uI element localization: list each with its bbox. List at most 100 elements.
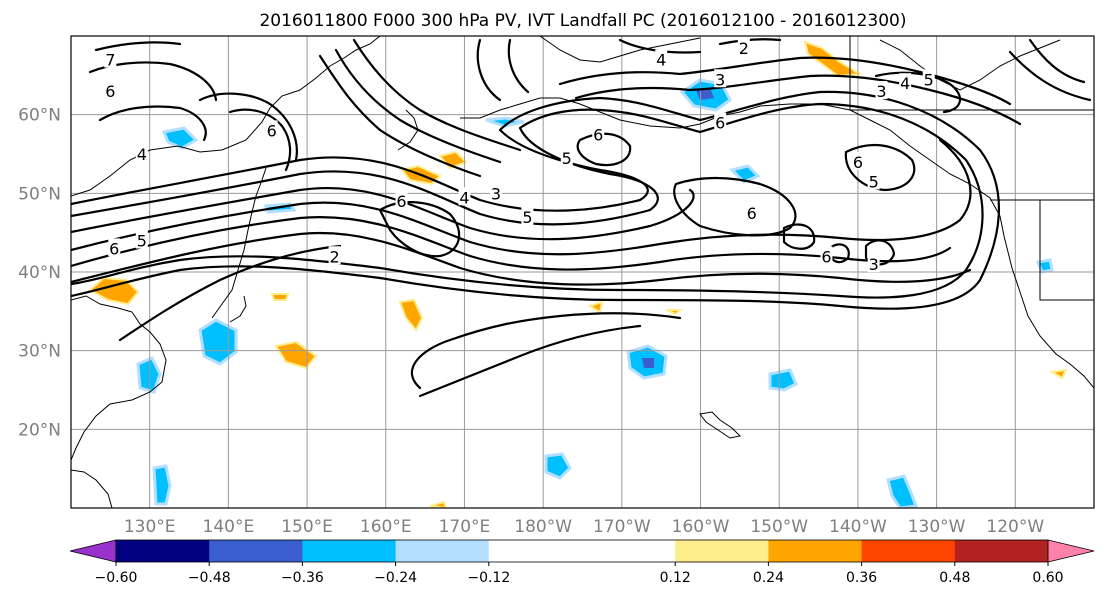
longitude-tick-label: 160°E xyxy=(360,517,412,537)
latitude-tick-label: 50°N xyxy=(18,184,61,204)
longitude-tick-label: 140°E xyxy=(203,517,255,537)
contour-label-mask xyxy=(922,69,935,88)
contour-label: 5 xyxy=(522,208,532,227)
contour-label-mask xyxy=(714,69,727,88)
contour-label: 6 xyxy=(821,247,831,266)
contour-label-mask xyxy=(135,144,148,162)
negative-anomaly-patch xyxy=(642,358,654,368)
contour-label: 3 xyxy=(715,70,725,89)
contour-label: 4 xyxy=(459,188,469,207)
negative-anomaly-patch xyxy=(1035,258,1054,274)
colorbar-segment xyxy=(116,540,210,562)
contour-label: 3 xyxy=(491,184,501,203)
contour-label: 5 xyxy=(562,149,572,168)
longitude-tick-label: 120°W xyxy=(986,517,1044,537)
contour-label: 6 xyxy=(396,192,406,211)
contour-label: 4 xyxy=(137,145,147,164)
contour-label: 6 xyxy=(593,125,603,144)
positive-anomaly-patch xyxy=(270,293,290,301)
contour-label-mask xyxy=(745,203,758,221)
latitude-labels: 60°N 50°N 40°N 30°N 20°N xyxy=(18,106,61,441)
contour-label: 5 xyxy=(137,232,147,251)
graticule xyxy=(71,36,1094,508)
colorbar-frame xyxy=(115,539,1049,563)
contour-label: 3 xyxy=(869,255,879,274)
longitude-tick-label: 130°E xyxy=(124,517,176,537)
longitude-tick-label: 150°W xyxy=(750,517,808,537)
contour-label-mask xyxy=(875,81,888,100)
negative-anomaly-patch xyxy=(768,368,798,392)
positive-anomaly-patch xyxy=(1049,368,1068,380)
negative-anomaly-patch xyxy=(729,164,761,184)
contour-label-mask xyxy=(135,230,148,249)
colorbar-segment xyxy=(209,540,303,562)
contour-label-mask xyxy=(104,49,117,68)
contour-label-mask xyxy=(458,187,471,206)
colorbar-segment xyxy=(395,540,490,562)
contour-label-mask xyxy=(714,112,727,131)
colorbar-segment xyxy=(954,540,1049,562)
latitude-tick-label: 60°N xyxy=(18,106,61,126)
longitude-tick-label: 170°E xyxy=(439,517,491,537)
contour-label-mask xyxy=(560,147,573,166)
colorbar-tick-label: −0.24 xyxy=(374,570,417,586)
colorbar: −0.60 −0.48 −0.36 −0.24 −0.12 0.12 0.24 0.36 0.4… xyxy=(69,539,1095,586)
colorbar-tick-label: 0.12 xyxy=(660,570,691,586)
colorbar-tick-label: 0.36 xyxy=(846,570,877,586)
longitude-tick-label: 140°W xyxy=(829,517,887,537)
colorbar-tick-label: −0.36 xyxy=(281,570,324,586)
colorbar-tick-label: −0.48 xyxy=(188,570,231,586)
contour-label-mask xyxy=(655,49,668,68)
contour-label: 2 xyxy=(739,39,749,58)
longitude-tick-label: 160°W xyxy=(672,517,730,537)
contour-label: 4 xyxy=(656,51,666,70)
pv-contours xyxy=(71,38,1092,398)
positive-anomaly-patch xyxy=(398,298,424,332)
colorbar-segment xyxy=(768,540,863,562)
colorbar-segment xyxy=(488,540,583,562)
contour-label: 6 xyxy=(853,153,863,172)
colorbar-tick-label: 0.60 xyxy=(1032,570,1063,586)
negative-anomaly-patch xyxy=(544,452,572,480)
map-frame xyxy=(70,35,1095,509)
positive-anomaly-patch xyxy=(587,300,604,314)
contour-label: 5 xyxy=(869,173,879,192)
contour-label: 2 xyxy=(330,247,340,266)
contour-label-mask xyxy=(820,246,833,265)
coastlines xyxy=(71,36,1094,508)
colorbar-segment xyxy=(675,540,769,562)
contour-label-mask xyxy=(328,246,341,265)
contour-label-mask xyxy=(867,171,880,190)
longitude-tick-label: 130°W xyxy=(908,517,966,537)
contour-label-mask xyxy=(899,73,912,92)
contour-label-mask xyxy=(104,81,117,100)
longitude-labels: 130°E 140°E 150°E 160°E 170°E 180°W 170°W 160°W… xyxy=(124,517,1045,537)
longitude-tick-label: 170°W xyxy=(593,517,651,537)
contour-label-mask xyxy=(737,37,750,56)
contour-label: 5 xyxy=(924,70,934,89)
contour-label-mask xyxy=(265,120,278,139)
latitude-tick-label: 40°N xyxy=(18,263,61,283)
contour-label: 6 xyxy=(109,239,119,258)
colorbar-tick-label: −0.12 xyxy=(467,570,510,586)
contour-label: 6 xyxy=(715,114,725,133)
negative-anomaly-patch xyxy=(161,126,199,150)
negative-anomaly-patch xyxy=(152,464,172,506)
contour-label-mask xyxy=(395,191,408,210)
colorbar-tick-label: 0.48 xyxy=(939,570,970,586)
contour-label: 6 xyxy=(267,121,277,140)
contour-label: 3 xyxy=(876,82,886,101)
colorbar-tick-label: −0.60 xyxy=(95,570,138,586)
colorbar-under-arrow xyxy=(69,539,117,563)
longitude-tick-label: 150°E xyxy=(281,517,333,537)
contour-label-mask xyxy=(489,183,502,202)
latitude-tick-label: 20°N xyxy=(18,420,61,440)
colorbar-segment xyxy=(582,540,676,562)
contour-label: 6 xyxy=(747,204,757,223)
negative-anomaly-patch xyxy=(198,318,238,366)
map-title: 2016011800 F000 300 hPa PV, IVT Landfall… xyxy=(259,11,906,31)
positive-anomaly-patch xyxy=(274,340,318,370)
